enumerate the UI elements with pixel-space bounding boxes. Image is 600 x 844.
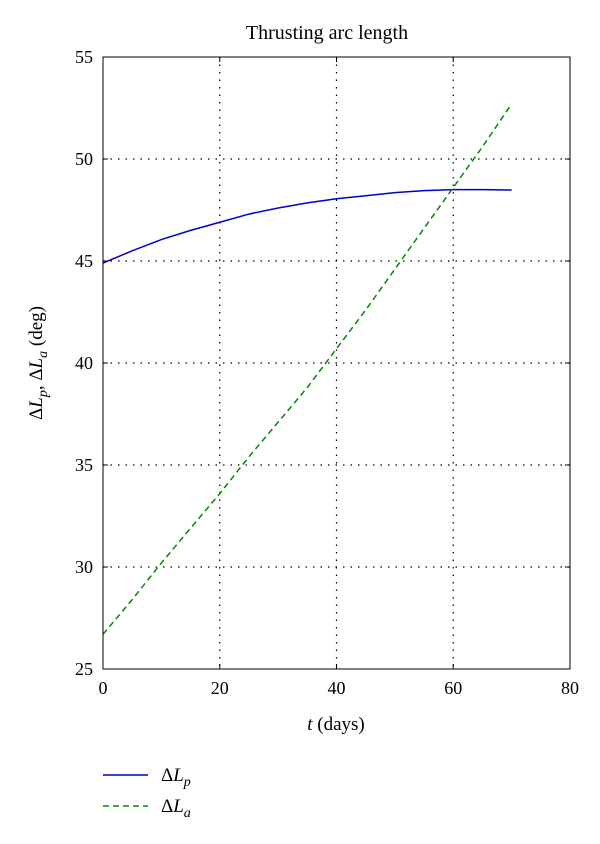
x-axis-var: t	[307, 714, 313, 735]
grid	[103, 57, 570, 669]
legend-1-sub: a	[184, 806, 191, 821]
y-tick-label: 45	[75, 251, 93, 271]
y-label-delta-1: Δ	[26, 408, 47, 420]
y-label-delta-2: Δ	[26, 368, 47, 380]
y-tick-labels: 25 30 35 40 45 50 55	[75, 47, 93, 679]
y-tick-label: 35	[75, 455, 93, 475]
plot-area	[102, 103, 513, 635]
y-label-sub-p: p	[36, 390, 51, 398]
chart-title: Thrusting arc length	[246, 22, 408, 44]
y-label-sub-a: a	[36, 351, 51, 358]
y-label-L-2: L	[26, 358, 47, 370]
legend-1-delta: Δ	[161, 796, 173, 817]
legend-0-sub: p	[183, 775, 191, 790]
series-line-0	[102, 188, 512, 264]
x-tick-label: 40	[328, 678, 346, 698]
legend-1-L: L	[172, 796, 184, 817]
y-tick-label: 25	[75, 659, 93, 679]
x-axis-unit: (days)	[313, 714, 365, 735]
legend-label-series-0: ΔLp	[161, 765, 191, 790]
y-tick-label: 30	[75, 557, 93, 577]
y-tick-label: 50	[75, 149, 93, 169]
series-line-1	[102, 103, 513, 635]
x-tick-label: 20	[211, 678, 229, 698]
y-axis-label: ΔLp, ΔLa (deg)	[26, 306, 51, 420]
y-tick-label: 55	[75, 47, 93, 67]
x-tick-label: 80	[561, 678, 579, 698]
legend-0-delta: Δ	[161, 765, 173, 786]
legend-label-series-1: ΔLa	[161, 796, 191, 821]
y-label-sep: ,	[26, 381, 47, 391]
x-axis-label: t (days)	[307, 714, 365, 735]
legend-0-L: L	[172, 765, 184, 786]
y-label-L-1: L	[26, 397, 47, 409]
axis-ticks	[102, 56, 571, 670]
y-label-unit: (deg)	[26, 306, 47, 351]
y-tick-label: 40	[75, 353, 93, 373]
x-tick-label: 60	[444, 678, 462, 698]
x-tick-label: 0	[99, 678, 108, 698]
x-tick-labels: 0 20 40 60 80	[99, 678, 580, 698]
legend: ΔLp ΔLa	[103, 765, 191, 821]
